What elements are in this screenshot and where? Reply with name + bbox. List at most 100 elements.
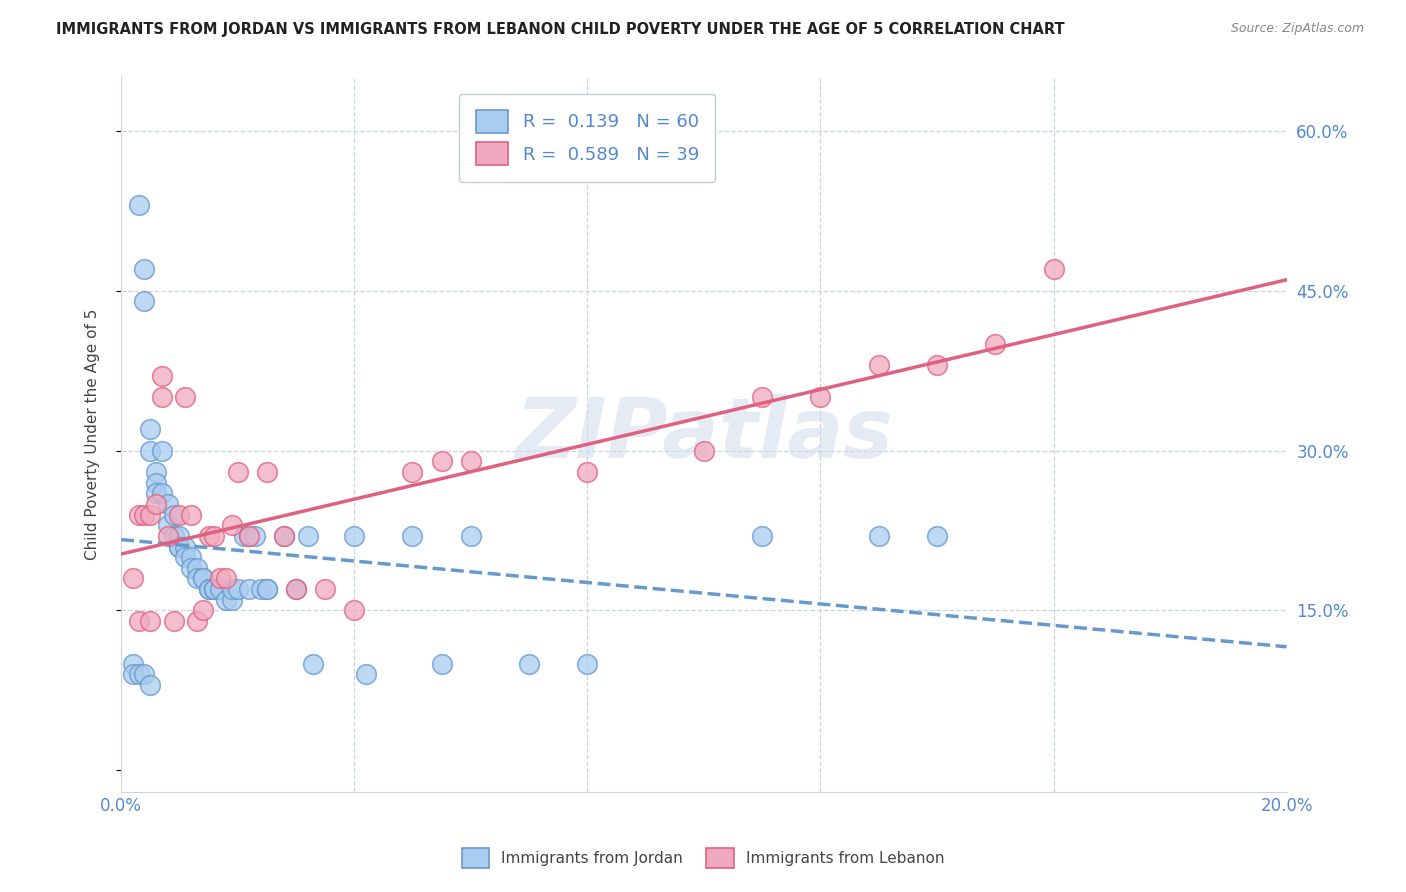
Point — [297, 529, 319, 543]
Point — [169, 529, 191, 543]
Point — [215, 592, 238, 607]
Point — [273, 529, 295, 543]
Point — [150, 390, 173, 404]
Point — [139, 422, 162, 436]
Point — [174, 550, 197, 565]
Point — [232, 529, 254, 543]
Point — [576, 657, 599, 671]
Point — [128, 614, 150, 628]
Legend: R =  0.139   N = 60, R =  0.589   N = 39: R = 0.139 N = 60, R = 0.589 N = 39 — [460, 94, 716, 182]
Point — [209, 582, 232, 596]
Point — [145, 486, 167, 500]
Point — [238, 529, 260, 543]
Point — [273, 529, 295, 543]
Text: ZIPatlas: ZIPatlas — [515, 394, 893, 475]
Point — [180, 508, 202, 522]
Point — [256, 582, 278, 596]
Point — [186, 561, 208, 575]
Point — [221, 582, 243, 596]
Point — [174, 540, 197, 554]
Point — [343, 529, 366, 543]
Point — [162, 529, 184, 543]
Point — [169, 540, 191, 554]
Point — [169, 508, 191, 522]
Point — [302, 657, 325, 671]
Point — [460, 529, 482, 543]
Point — [150, 486, 173, 500]
Point — [134, 294, 156, 309]
Point — [134, 667, 156, 681]
Point — [156, 518, 179, 533]
Point — [186, 572, 208, 586]
Point — [238, 529, 260, 543]
Point — [128, 667, 150, 681]
Point — [460, 454, 482, 468]
Point — [343, 603, 366, 617]
Point — [693, 443, 716, 458]
Point — [145, 475, 167, 490]
Point — [810, 390, 832, 404]
Point — [250, 582, 273, 596]
Text: IMMIGRANTS FROM JORDAN VS IMMIGRANTS FROM LEBANON CHILD POVERTY UNDER THE AGE OF: IMMIGRANTS FROM JORDAN VS IMMIGRANTS FRO… — [56, 22, 1064, 37]
Point — [134, 508, 156, 522]
Point — [401, 529, 423, 543]
Point — [162, 508, 184, 522]
Point — [925, 529, 948, 543]
Point — [121, 572, 143, 586]
Point — [238, 582, 260, 596]
Point — [202, 582, 225, 596]
Point — [180, 550, 202, 565]
Point — [128, 508, 150, 522]
Point — [284, 582, 307, 596]
Point — [191, 572, 214, 586]
Point — [209, 572, 232, 586]
Point — [221, 592, 243, 607]
Point — [868, 359, 890, 373]
Point — [751, 529, 773, 543]
Point — [243, 529, 266, 543]
Point — [145, 465, 167, 479]
Point — [156, 497, 179, 511]
Y-axis label: Child Poverty Under the Age of 5: Child Poverty Under the Age of 5 — [86, 309, 100, 560]
Point — [256, 465, 278, 479]
Point — [1042, 262, 1064, 277]
Point — [517, 657, 540, 671]
Point — [430, 454, 453, 468]
Point — [215, 572, 238, 586]
Point — [134, 262, 156, 277]
Point — [180, 561, 202, 575]
Point — [984, 337, 1007, 351]
Point — [174, 390, 197, 404]
Point — [121, 657, 143, 671]
Point — [284, 582, 307, 596]
Point — [401, 465, 423, 479]
Point — [150, 368, 173, 383]
Point — [145, 497, 167, 511]
Point — [169, 540, 191, 554]
Point — [354, 667, 377, 681]
Point — [150, 443, 173, 458]
Point — [576, 465, 599, 479]
Point — [139, 614, 162, 628]
Point — [221, 518, 243, 533]
Point — [202, 582, 225, 596]
Point — [202, 529, 225, 543]
Point — [197, 582, 219, 596]
Point — [128, 198, 150, 212]
Point — [156, 529, 179, 543]
Point — [925, 359, 948, 373]
Point — [430, 657, 453, 671]
Point — [162, 614, 184, 628]
Legend: Immigrants from Jordan, Immigrants from Lebanon: Immigrants from Jordan, Immigrants from … — [454, 840, 952, 875]
Point — [256, 582, 278, 596]
Point — [191, 603, 214, 617]
Point — [226, 465, 249, 479]
Point — [197, 582, 219, 596]
Point — [751, 390, 773, 404]
Point — [139, 508, 162, 522]
Point — [226, 582, 249, 596]
Point — [121, 667, 143, 681]
Point — [139, 678, 162, 692]
Text: Source: ZipAtlas.com: Source: ZipAtlas.com — [1230, 22, 1364, 36]
Point — [139, 443, 162, 458]
